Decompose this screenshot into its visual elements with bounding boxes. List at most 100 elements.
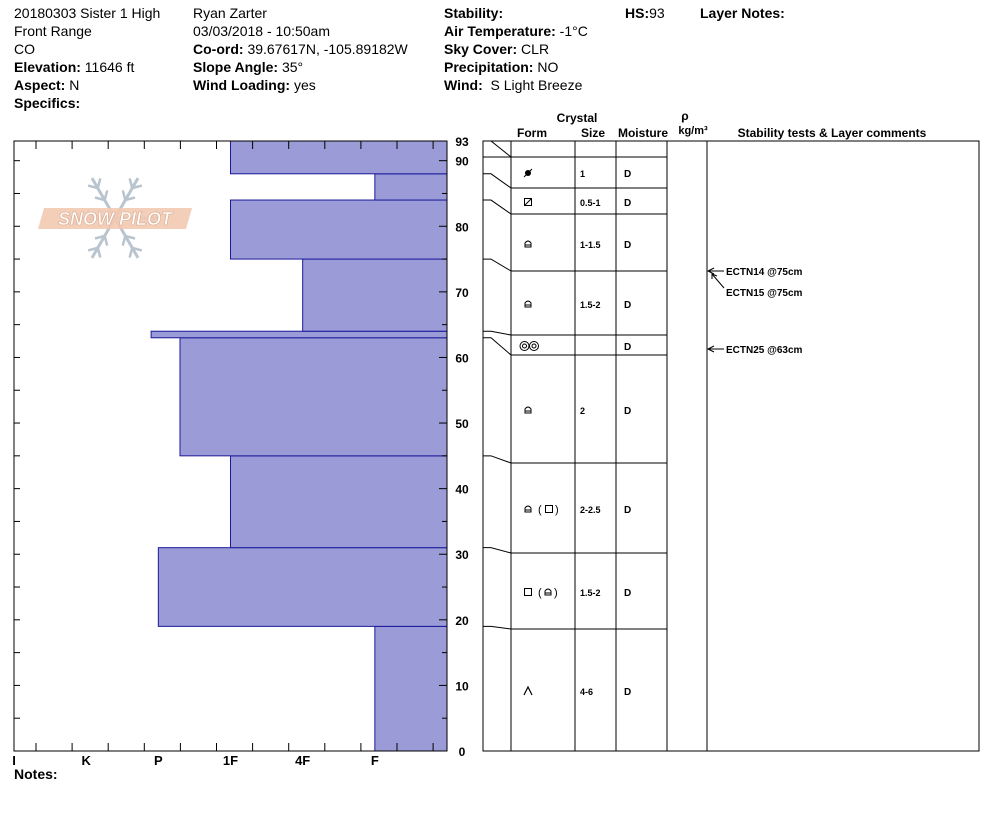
air-temp-value: -1°C (559, 23, 588, 39)
connector-line (483, 258, 512, 272)
snowflake-branch (131, 246, 143, 252)
size-value: 2 (580, 406, 585, 416)
coord-label: Co-ord: (193, 41, 244, 57)
crystal-form-icon (524, 240, 532, 248)
sky-label: Sky Cover: (444, 41, 518, 57)
y-tick-label: 90 (455, 155, 469, 169)
table-frame (482, 140, 980, 752)
moisture-value: D (624, 300, 631, 311)
hardness-bar (230, 199, 448, 260)
stability-arrowhead (706, 267, 715, 275)
coord: Co-ord: 39.67617N, -105.89182W (193, 40, 408, 58)
snowflake-branch (87, 246, 99, 252)
moisture-value: D (624, 687, 631, 698)
surface-hoar-core (531, 343, 537, 349)
header-col2: Ryan Zarter 03/03/2018 - 10:50am Co-ord:… (193, 4, 408, 94)
stability-arrow (711, 273, 725, 289)
snowflake-branch (103, 235, 109, 246)
hardness-bar (374, 173, 448, 201)
snowflake-branch (87, 184, 99, 190)
snowflake-branch (96, 178, 102, 189)
connector-line (483, 455, 512, 464)
elevation-value: 11646 ft (84, 59, 135, 75)
surface-hoar-ring (529, 341, 539, 351)
header-col3: Stability: Air Temperature: -1°C Sky Cov… (444, 4, 588, 94)
slope-label: Slope Angle: (193, 59, 279, 75)
aspect-value: N (69, 77, 80, 93)
depth-hoar-icon (523, 685, 533, 696)
range: Front Range (14, 23, 92, 39)
header-rho: ρ (681, 109, 688, 123)
y-tick-label: 60 (455, 351, 469, 365)
y-tick-label: 30 (455, 548, 469, 562)
sky-cover: Sky Cover: CLR (444, 40, 588, 58)
faceted-slash (524, 198, 532, 206)
state: CO (14, 41, 35, 57)
crystal-form-icon (523, 168, 533, 178)
surface-hoar-ring (519, 341, 530, 351)
hardness-bar (230, 140, 448, 175)
snowflake-branch (94, 234, 105, 240)
hardness-bars (150, 140, 448, 752)
x-category-label: P (154, 753, 163, 768)
crystal-form-icon (524, 300, 532, 308)
connector-line (483, 547, 512, 554)
specifics-label: Specifics: (14, 95, 81, 111)
datetime: 03/03/2018 - 10:50am (193, 23, 330, 39)
precipitation: Precipitation: NO (444, 58, 588, 76)
faceted-icon (524, 198, 532, 206)
snowflake-branch (125, 196, 136, 202)
paren-open: ( (538, 587, 542, 599)
connector-line (483, 199, 512, 215)
stability-arrowhead (706, 345, 715, 353)
wind-loading-label: Wind Loading: (193, 77, 291, 93)
air-temp-label: Air Temperature: (444, 23, 556, 39)
moisture-value: D (624, 588, 631, 599)
profile-axes: 0 10 20 30 40 50 60 70 80 90 93 I K P 1F 4F F (12, 135, 469, 768)
size-value: 1.5-2 (580, 588, 601, 598)
wind: Wind: S Light Breeze (444, 76, 588, 94)
stability-test-label: ECTN25 @63cm (726, 345, 803, 356)
notes-label: Notes: (14, 766, 58, 782)
size-value: 1-1.5 (580, 240, 601, 250)
snowflake-branch (94, 196, 105, 202)
connector-line (483, 140, 512, 158)
size-value: 4-6 (580, 687, 593, 697)
precip-label: Precipitation: (444, 59, 534, 75)
x-category-label: I (12, 753, 16, 768)
header-density-unit: kg/m³ (678, 125, 708, 137)
x-category-label: F (371, 753, 379, 768)
observer: Ryan Zarter (193, 5, 267, 21)
header-form: Form (517, 126, 547, 140)
moisture-value: D (624, 240, 631, 251)
aspect: Aspect: N (14, 76, 160, 94)
connector-line (483, 330, 512, 336)
y-tick-label: 93 (455, 135, 469, 149)
moisture-value: D (624, 505, 631, 516)
layer-notes-label: Layer Notes: (700, 5, 785, 21)
plot-frame (13, 140, 448, 752)
stability-label: Stability: (444, 5, 504, 21)
moisture-value: D (624, 342, 631, 353)
paren-open: ( (538, 504, 542, 516)
wind-loading: Wind Loading: yes (193, 76, 408, 94)
connector-line (483, 625, 512, 630)
logo-band (38, 208, 192, 229)
stability-arrowhead (711, 273, 718, 279)
paren-close: ) (555, 504, 559, 516)
slope-value: 35° (281, 59, 304, 75)
hs-label: HS: (625, 5, 650, 21)
sky-value: CLR (521, 41, 550, 57)
hardness-bar (302, 258, 448, 332)
y-tick-label: 10 (455, 679, 469, 693)
moisture-value: D (624, 198, 631, 209)
rounded-grain-icon (524, 505, 532, 513)
surface-hoar-core (522, 343, 527, 349)
snowpilot-logo: SNOW PILOT (38, 177, 192, 259)
logo-text: SNOW PILOT (58, 209, 174, 229)
y-tick-label: 80 (455, 220, 469, 234)
moisture-value: D (624, 406, 631, 417)
snowflake-branch (96, 247, 102, 258)
crystal-form-icon (519, 341, 539, 351)
